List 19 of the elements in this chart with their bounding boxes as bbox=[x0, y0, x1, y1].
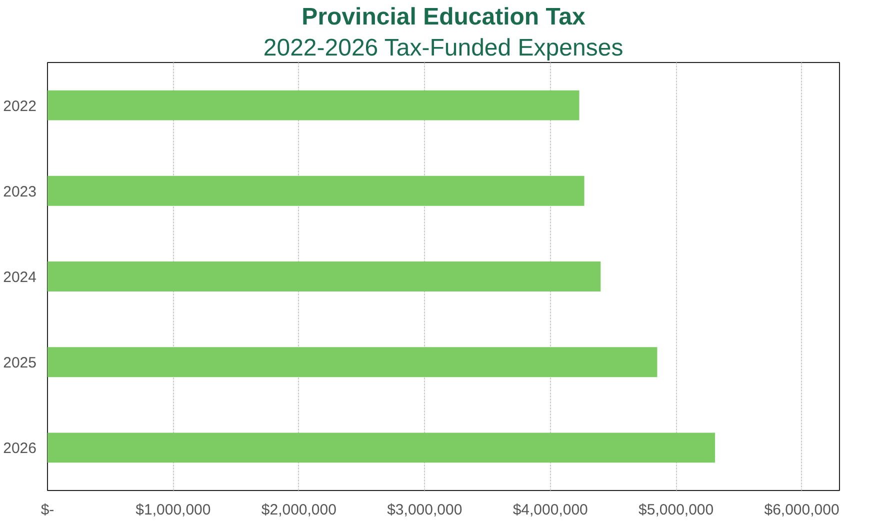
x-tick-label: $3,000,000 bbox=[387, 502, 462, 518]
x-tick-label: $5,000,000 bbox=[638, 502, 714, 518]
x-tick-label: $6,000,000 bbox=[764, 502, 840, 518]
x-tick-label: $- bbox=[40, 502, 54, 518]
chart-subtitle: 2022-2026 Tax-Funded Expenses bbox=[263, 34, 624, 62]
y-tick-label: 2025 bbox=[3, 354, 37, 372]
x-tick-label: $2,000,000 bbox=[261, 502, 336, 518]
chart-title: Provincial Education Tax bbox=[302, 4, 586, 30]
x-tick-label: $1,000,000 bbox=[136, 502, 211, 518]
bar bbox=[48, 90, 580, 120]
bar bbox=[48, 176, 584, 206]
bar bbox=[48, 347, 658, 378]
x-tick-label: $4,000,000 bbox=[512, 502, 588, 518]
bar bbox=[48, 262, 601, 292]
y-tick-label: 2026 bbox=[3, 440, 37, 458]
y-tick-label: 2022 bbox=[3, 98, 37, 115]
y-tick-label: 2024 bbox=[3, 269, 37, 286]
bar bbox=[48, 432, 716, 463]
y-tick-label: 2023 bbox=[3, 183, 37, 200]
